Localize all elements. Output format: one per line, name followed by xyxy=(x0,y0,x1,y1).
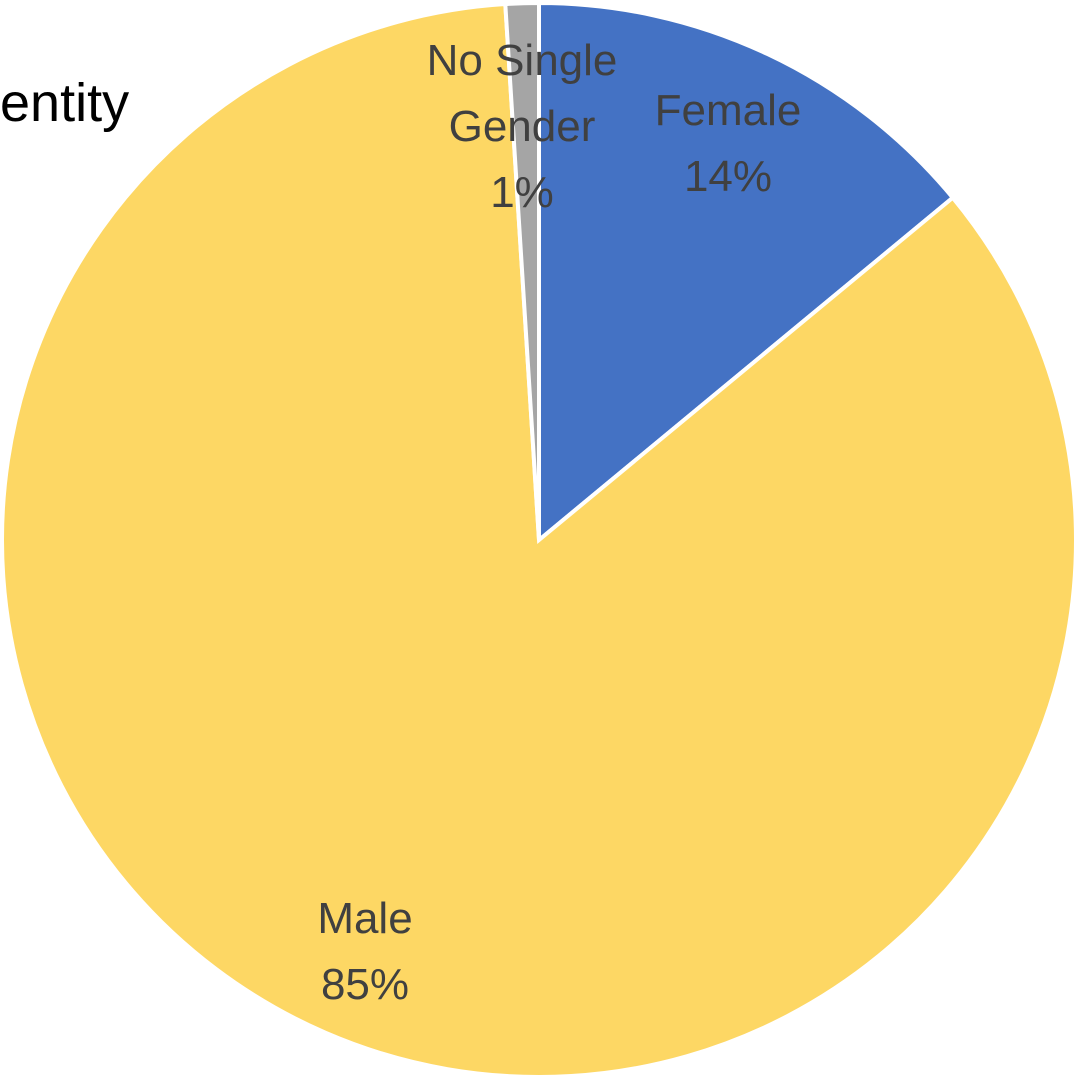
chart-title: entity xyxy=(0,73,130,133)
value-label: 14% xyxy=(683,152,773,201)
slice-label: Male xyxy=(317,894,413,943)
slice-label: No Single Gender xyxy=(426,36,618,151)
pie-slice xyxy=(537,0,956,545)
value-label: 1% xyxy=(490,168,554,217)
pie-slice xyxy=(503,0,541,541)
slice-label: Female xyxy=(654,86,802,135)
value-label: 85% xyxy=(320,960,410,1009)
